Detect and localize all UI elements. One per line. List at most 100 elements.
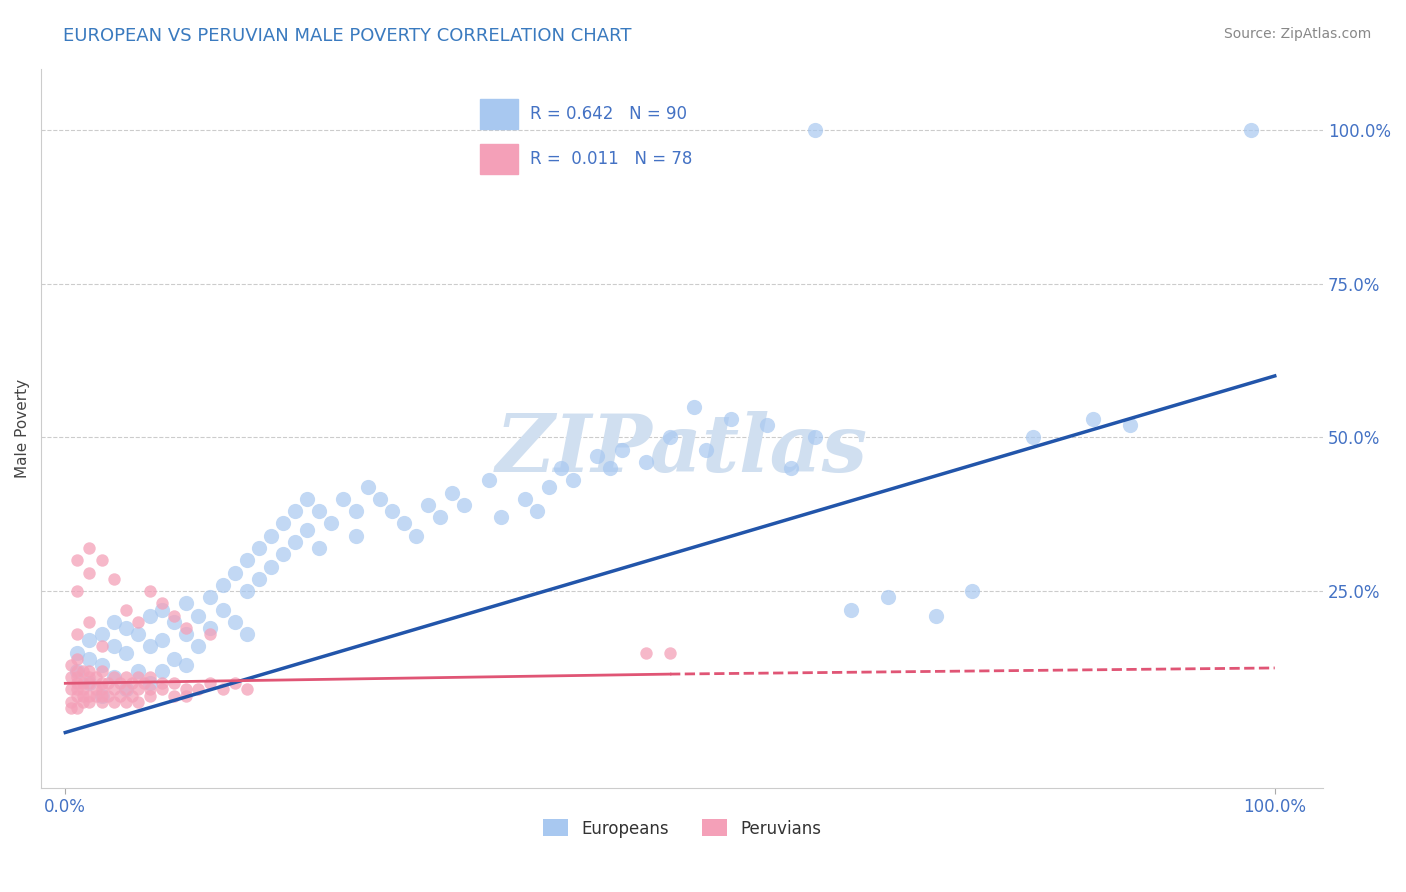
Point [163,615,186,629]
Point [90,640,112,654]
Point [925,608,948,623]
Point [84,689,107,703]
Point [132,676,155,690]
Point [163,676,186,690]
Point [392,516,415,531]
Point [114,682,136,697]
Point [79,670,101,684]
Legend: Europeans, Peruvians: Europeans, Peruvians [536,813,828,844]
Point [114,670,136,684]
Point [211,602,233,616]
Point [114,695,136,709]
Point [550,461,572,475]
Point [344,529,367,543]
Point [247,572,270,586]
Point [163,651,186,665]
Point [66,584,89,599]
Point [150,596,173,610]
Point [90,682,112,697]
Point [755,418,778,433]
Point [90,689,112,703]
Text: ZIPatlas: ZIPatlas [496,411,868,489]
Point [211,682,233,697]
Point [405,529,427,543]
Point [90,676,112,690]
Point [962,584,984,599]
Point [187,608,209,623]
Point [187,682,209,697]
Point [284,535,307,549]
Point [103,670,125,684]
Point [114,682,136,697]
Point [224,566,246,580]
Point [90,689,112,703]
Point [211,578,233,592]
Point [224,615,246,629]
Point [114,621,136,635]
Point [200,591,222,605]
Point [720,412,742,426]
Point [200,676,222,690]
Point [103,695,125,709]
Point [90,627,112,641]
Point [247,541,270,555]
Point [66,553,89,567]
Point [695,442,717,457]
Point [114,646,136,660]
Point [60,657,83,672]
Point [513,491,536,506]
Point [150,682,173,697]
Point [235,584,257,599]
Point [150,676,173,690]
Point [97,676,120,690]
Point [79,664,101,678]
Point [538,479,561,493]
Point [60,670,83,684]
Point [526,504,548,518]
Point [150,633,173,648]
Point [1239,123,1261,137]
Point [1118,418,1140,433]
Point [200,621,222,635]
Point [876,591,898,605]
Point [780,461,803,475]
Point [356,479,378,493]
Point [139,682,162,697]
Point [295,523,318,537]
Text: EUROPEAN VS PERUVIAN MALE POVERTY CORRELATION CHART: EUROPEAN VS PERUVIAN MALE POVERTY CORREL… [63,27,631,45]
Point [224,676,246,690]
Point [150,664,173,678]
Text: Source: ZipAtlas.com: Source: ZipAtlas.com [1223,27,1371,41]
Point [429,510,451,524]
Point [321,516,343,531]
Point [586,449,609,463]
Point [90,657,112,672]
Point [103,615,125,629]
Point [271,516,294,531]
Point [139,676,162,690]
Point [90,695,112,709]
Point [72,676,94,690]
Point [127,664,149,678]
Point [60,682,83,697]
Point [235,553,257,567]
Point [139,640,162,654]
Point [235,682,257,697]
Point [72,689,94,703]
Point [659,646,682,660]
Point [344,504,367,518]
Point [260,529,283,543]
Point [79,676,101,690]
Point [139,689,162,703]
Point [66,682,89,697]
Point [453,498,475,512]
Point [97,689,120,703]
Point [66,664,89,678]
Point [79,676,101,690]
Point [634,455,657,469]
Point [79,689,101,703]
Point [187,640,209,654]
Point [66,627,89,641]
Point [79,615,101,629]
Point [139,584,162,599]
